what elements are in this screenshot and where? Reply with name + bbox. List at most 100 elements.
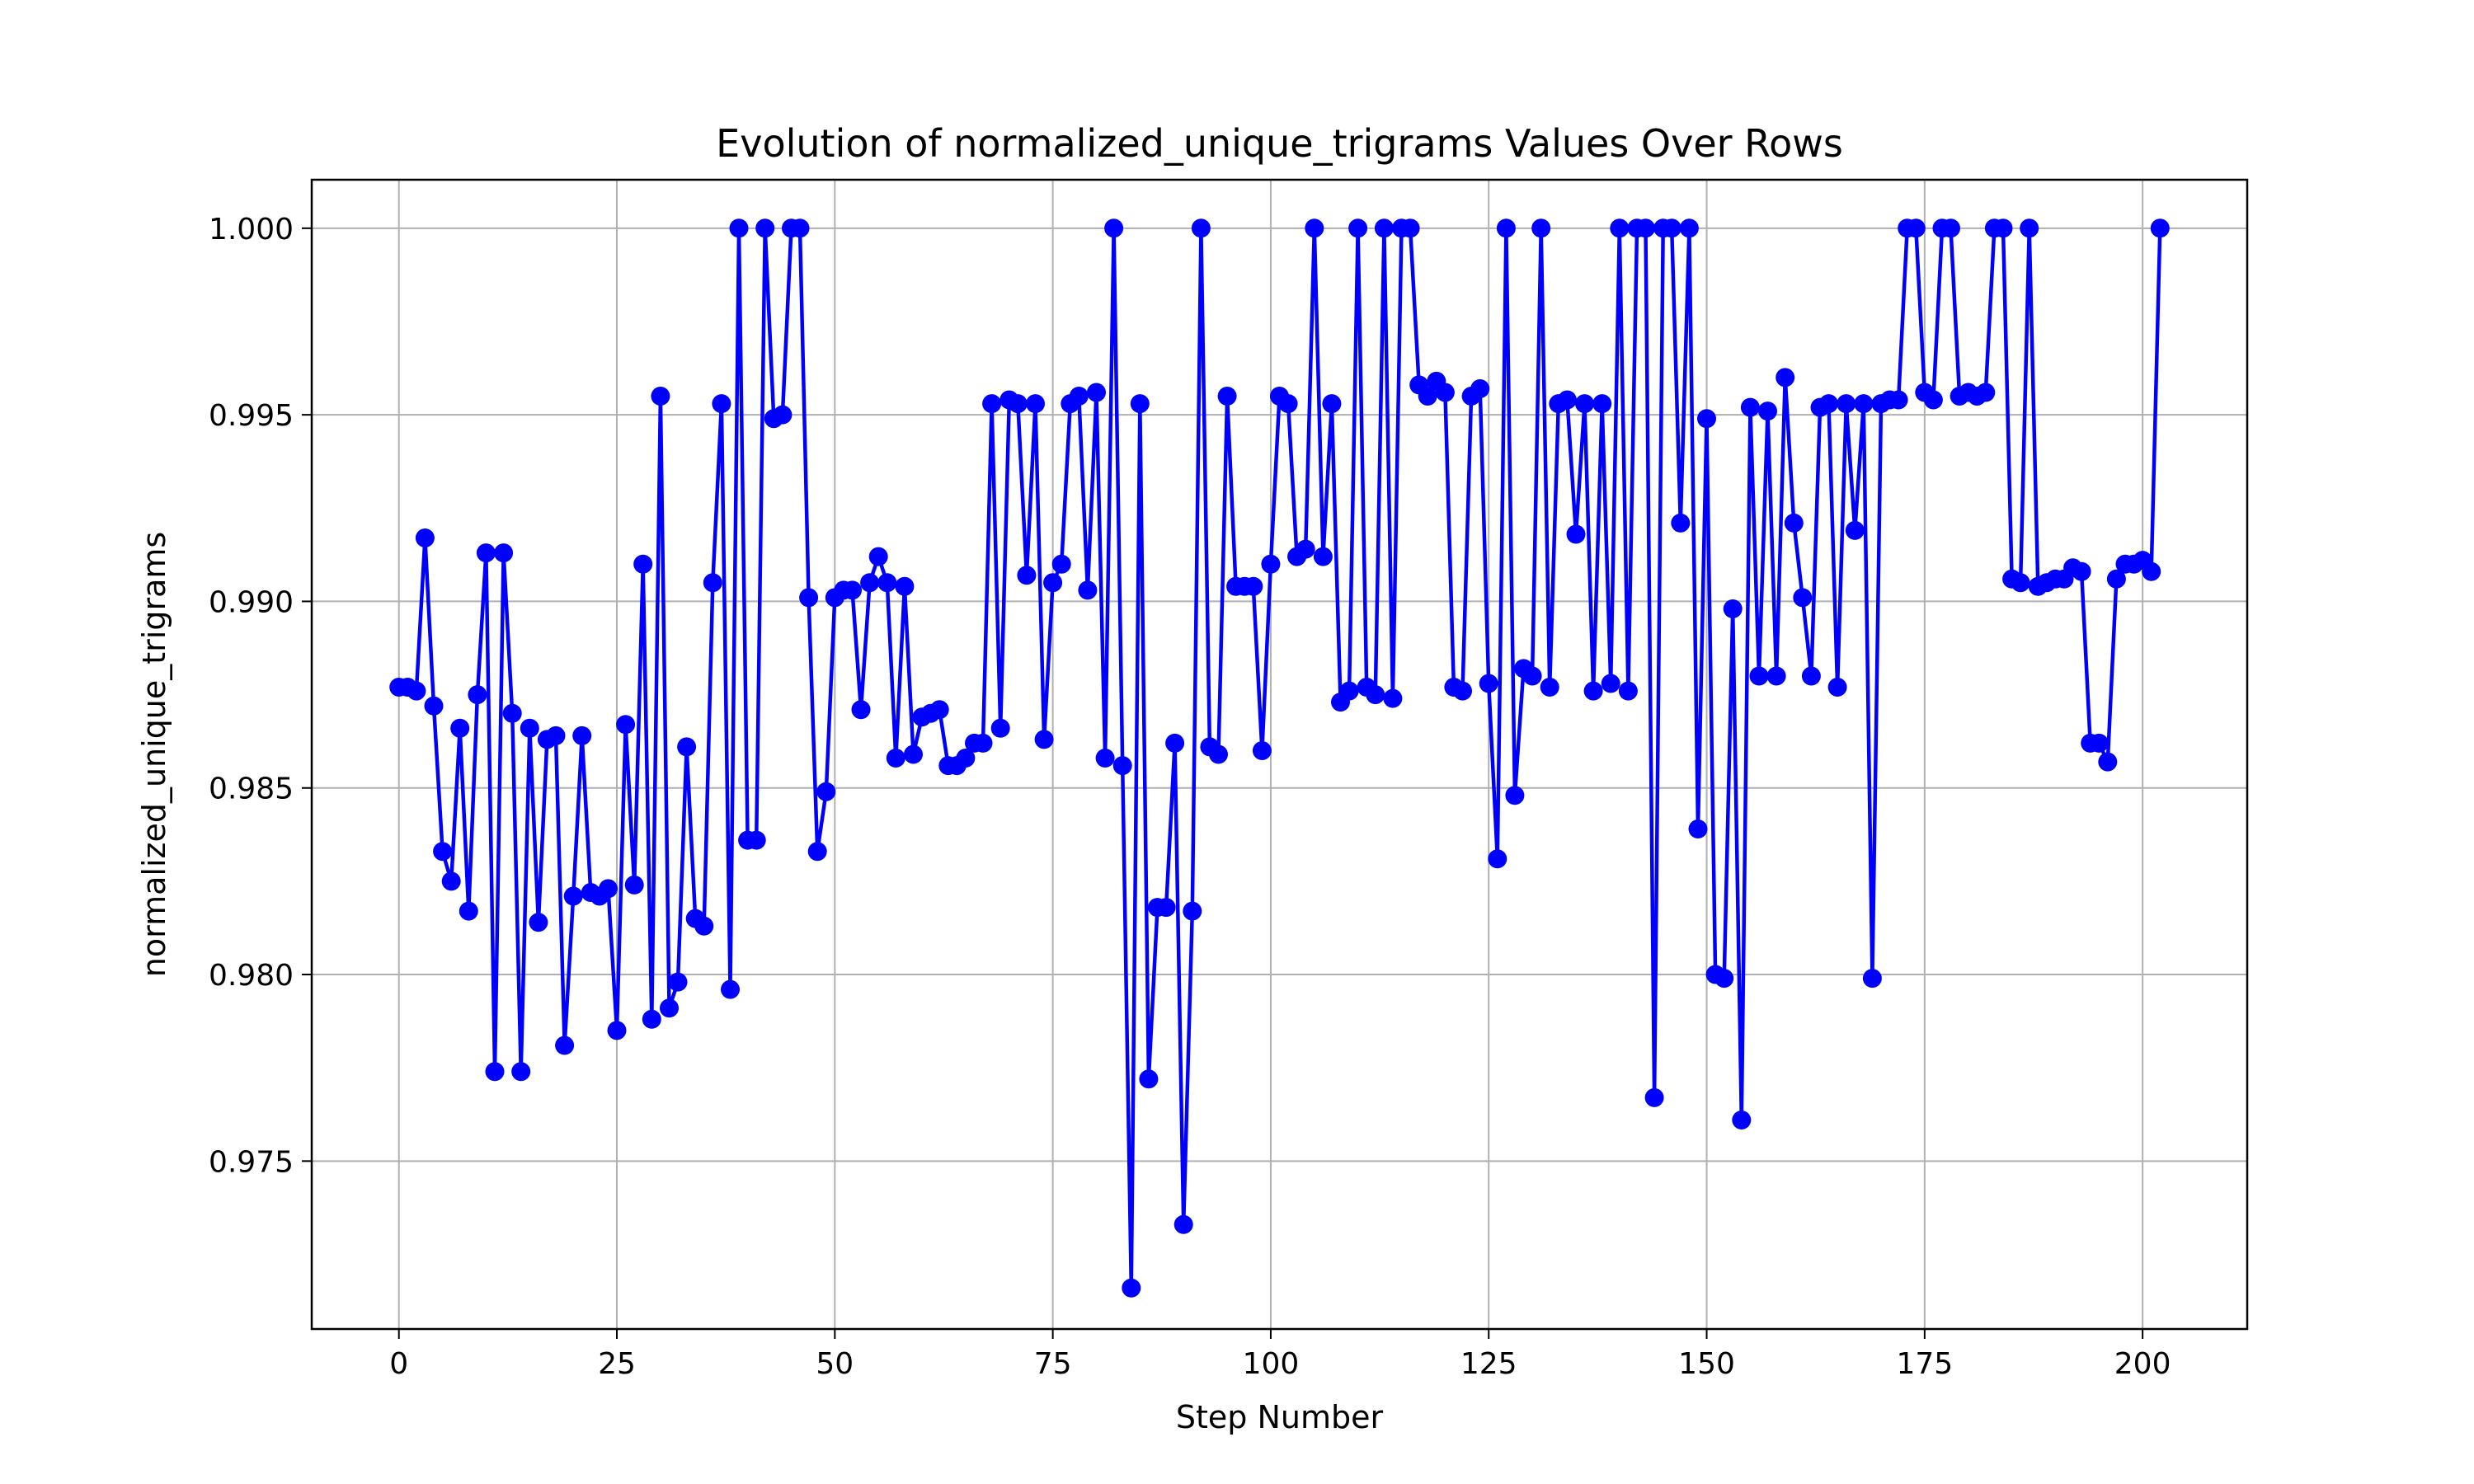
data-point bbox=[1087, 383, 1106, 402]
x-tick-label: 100 bbox=[1243, 1347, 1300, 1381]
data-point bbox=[1305, 218, 1324, 238]
data-point bbox=[877, 573, 897, 593]
data-point bbox=[1941, 218, 1960, 238]
data-point bbox=[1583, 681, 1603, 701]
data-point bbox=[886, 749, 905, 768]
data-point bbox=[616, 715, 636, 735]
data-point bbox=[1749, 666, 1769, 686]
data-point bbox=[1618, 681, 1638, 701]
data-point bbox=[2011, 573, 2030, 593]
data-point bbox=[1479, 674, 1498, 693]
data-point bbox=[1740, 397, 1760, 417]
data-point bbox=[2150, 218, 2170, 238]
data-point bbox=[1183, 901, 1202, 921]
data-point bbox=[1827, 678, 1847, 697]
data-point bbox=[851, 700, 871, 720]
data-point bbox=[929, 700, 949, 720]
data-point bbox=[450, 718, 470, 738]
data-point bbox=[1976, 383, 1996, 402]
data-point bbox=[1679, 218, 1699, 238]
data-point bbox=[1732, 1111, 1752, 1129]
data-point bbox=[660, 998, 679, 1018]
data-point bbox=[1697, 409, 1716, 429]
data-point bbox=[1400, 218, 1420, 238]
data-point bbox=[895, 576, 915, 596]
x-tick-label: 0 bbox=[389, 1347, 408, 1381]
data-point bbox=[1217, 387, 1237, 406]
data-point bbox=[1644, 1087, 1664, 1107]
y-axis-label: normalized_unique_trigrams bbox=[136, 532, 172, 977]
data-point bbox=[1610, 218, 1630, 238]
data-point bbox=[1566, 524, 1586, 544]
data-point bbox=[511, 1062, 531, 1082]
data-point bbox=[1339, 681, 1359, 701]
data-point bbox=[502, 703, 522, 723]
data-point bbox=[712, 394, 731, 414]
data-point bbox=[1095, 749, 1115, 768]
data-point bbox=[2106, 569, 2126, 589]
data-point bbox=[599, 879, 618, 899]
data-point bbox=[1122, 1278, 1141, 1298]
data-point bbox=[1130, 394, 1150, 414]
x-tick-label: 175 bbox=[1896, 1347, 1953, 1381]
data-point bbox=[1888, 390, 1908, 410]
data-point bbox=[1522, 666, 1542, 686]
data-point bbox=[1139, 1069, 1159, 1089]
data-point bbox=[1418, 387, 1437, 406]
data-point bbox=[1488, 849, 1507, 869]
data-point bbox=[459, 901, 478, 921]
y-tick-label: 0.980 bbox=[209, 959, 294, 993]
chart-title: Evolution of normalized_unique_trigrams … bbox=[716, 121, 1843, 166]
data-point bbox=[1636, 218, 1655, 238]
data-point bbox=[1252, 741, 1272, 760]
data-point bbox=[2142, 561, 2161, 581]
data-point bbox=[1261, 554, 1281, 574]
data-point bbox=[1209, 744, 1228, 764]
data-point bbox=[2072, 561, 2091, 581]
data-point bbox=[1714, 969, 1734, 989]
data-point bbox=[2098, 752, 2118, 772]
data-point bbox=[956, 749, 976, 768]
data-point bbox=[1034, 730, 1054, 749]
data-point bbox=[1531, 218, 1551, 238]
data-point bbox=[485, 1062, 505, 1082]
data-point bbox=[1906, 218, 1926, 238]
data-point bbox=[729, 218, 749, 238]
data-point bbox=[1296, 539, 1315, 559]
data-point bbox=[746, 830, 766, 850]
data-point bbox=[1156, 898, 1176, 918]
x-tick-label: 75 bbox=[1034, 1347, 1072, 1381]
data-point bbox=[1801, 666, 1821, 686]
data-point bbox=[642, 1009, 661, 1029]
data-point bbox=[520, 718, 539, 738]
data-point bbox=[546, 726, 566, 745]
data-point bbox=[1819, 394, 1838, 414]
data-point bbox=[1374, 218, 1394, 238]
data-point bbox=[1784, 513, 1804, 533]
data-point bbox=[476, 543, 496, 563]
data-point bbox=[843, 580, 862, 600]
data-point bbox=[1313, 547, 1333, 566]
data-point bbox=[1278, 394, 1298, 414]
y-tick-label: 0.985 bbox=[209, 773, 294, 806]
data-point bbox=[1008, 394, 1028, 414]
data-point bbox=[1993, 218, 2013, 238]
data-point bbox=[816, 782, 836, 801]
data-point bbox=[1348, 218, 1368, 238]
data-point bbox=[1322, 394, 1342, 414]
y-tick-label: 1.000 bbox=[209, 213, 294, 247]
data-point bbox=[1435, 383, 1455, 402]
data-point bbox=[1043, 573, 1063, 593]
data-point bbox=[1366, 685, 1385, 705]
data-point bbox=[607, 1021, 627, 1040]
data-point bbox=[555, 1036, 575, 1055]
data-point bbox=[1923, 390, 1943, 410]
data-point bbox=[494, 543, 514, 563]
data-point bbox=[982, 394, 1002, 414]
data-point bbox=[651, 387, 670, 406]
data-point bbox=[1453, 681, 1472, 701]
data-point bbox=[1540, 678, 1559, 697]
data-point bbox=[633, 554, 653, 574]
data-point bbox=[807, 842, 827, 862]
